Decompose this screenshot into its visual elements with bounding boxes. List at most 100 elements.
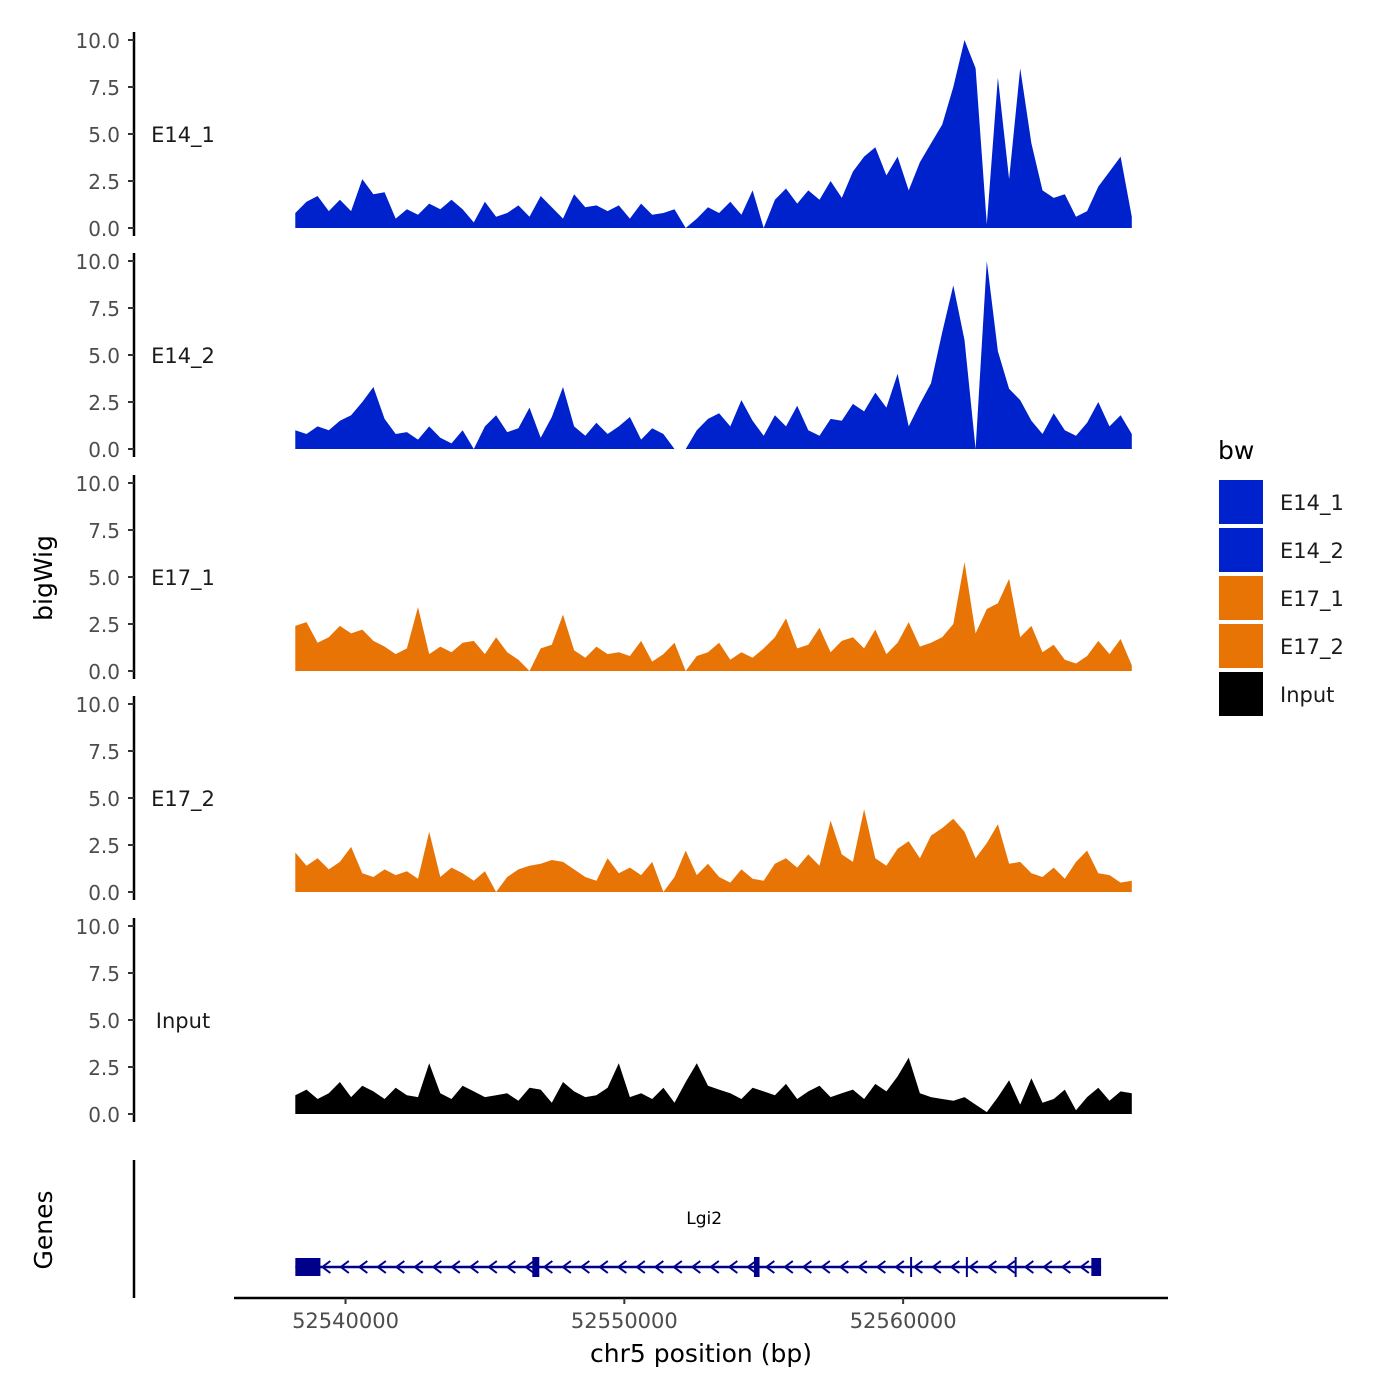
- y-tick-label: 2.5: [88, 391, 120, 415]
- track-e14-1: 0.0 2.5 5.0 7.5 10.0 E14_1: [75, 29, 1132, 241]
- gene-label: Lgi2: [686, 1209, 722, 1229]
- y-tick-label: 0.0: [88, 660, 120, 684]
- y-tick-label: 0.0: [88, 438, 120, 462]
- strand-arrow: [709, 1260, 720, 1274]
- strand-arrow: [1023, 1260, 1034, 1274]
- legend-label: E17_1: [1280, 587, 1344, 612]
- gene-track: Lgi2: [132, 1160, 1102, 1298]
- strand-arrow: [672, 1260, 683, 1274]
- strand-arrow: [487, 1260, 498, 1274]
- strand-arrow: [320, 1260, 331, 1274]
- legend-label: E14_2: [1280, 539, 1344, 564]
- strand-arrow: [894, 1260, 905, 1274]
- track-input: 0.0 2.5 5.0 7.5 10.0 Input: [75, 915, 1132, 1127]
- y-tick-label: 7.5: [88, 76, 120, 100]
- strand-arrow: [394, 1260, 405, 1274]
- legend-label: Input: [1280, 683, 1334, 707]
- exon: [910, 1257, 913, 1277]
- strand-arrow: [450, 1260, 461, 1274]
- exon: [532, 1257, 540, 1277]
- strand-arrow: [542, 1260, 553, 1274]
- y-tick-label: 7.5: [88, 297, 120, 321]
- y-tick-label: 0.0: [88, 1103, 120, 1127]
- y-tick-label: 5.0: [88, 787, 120, 811]
- legend-swatch: [1217, 574, 1265, 622]
- strand-arrow: [579, 1260, 590, 1274]
- strand-arrow: [801, 1260, 812, 1274]
- y-tick-label: 5.0: [88, 123, 120, 147]
- y-tick-label: 10.0: [75, 472, 120, 496]
- y-tick-label: 10.0: [75, 29, 120, 53]
- strand-arrow: [616, 1260, 627, 1274]
- strand-arrow: [505, 1260, 516, 1274]
- signal-area: [295, 40, 1132, 228]
- strand-arrow: [857, 1260, 868, 1274]
- y-tick-label: 5.0: [88, 344, 120, 368]
- y-tick-label: 10.0: [75, 250, 120, 274]
- legend-swatch: [1217, 526, 1265, 574]
- strand-arrow: [524, 1260, 535, 1274]
- y-tick-label: 10.0: [75, 693, 120, 717]
- track-label: Input: [156, 1009, 210, 1033]
- legend-swatch: [1217, 622, 1265, 670]
- y-tick-label: 5.0: [88, 566, 120, 590]
- exon: [753, 1257, 760, 1277]
- y-tick-label: 2.5: [88, 834, 120, 858]
- exon: [965, 1257, 968, 1277]
- strand-arrow: [1079, 1260, 1090, 1274]
- track-label: E17_1: [151, 566, 215, 591]
- strand-arrow: [431, 1260, 442, 1274]
- strand-arrow: [986, 1260, 997, 1274]
- y-tick-label: 10.0: [75, 915, 120, 939]
- track-label: E14_2: [151, 344, 215, 369]
- legend-swatch: [1217, 478, 1265, 526]
- strand-arrows: [320, 1260, 1090, 1274]
- strand-arrow: [968, 1260, 979, 1274]
- y-tick-label: 7.5: [88, 519, 120, 543]
- x-axis: 52540000 52550000 52560000: [234, 1296, 1168, 1333]
- y-tick-label: 2.5: [88, 170, 120, 194]
- legend-title: bw: [1218, 436, 1254, 465]
- y-tick-label: 7.5: [88, 740, 120, 764]
- y-tick-label: 0.0: [88, 217, 120, 241]
- exon: [295, 1258, 321, 1276]
- strand-arrow: [931, 1260, 942, 1274]
- strand-arrow: [653, 1260, 664, 1274]
- strand-arrow: [635, 1260, 646, 1274]
- y-axis-title-bigwig: bigWig: [29, 535, 58, 621]
- bigwig-tracks: 0.0 2.5 5.0 7.5 10.0 E14_1 0.0 2.5 5.0 7.5 10.0 E14…: [75, 29, 1132, 1127]
- strand-arrow: [561, 1260, 572, 1274]
- legend-swatch: [1217, 670, 1265, 718]
- x-tick-label: 52560000: [850, 1309, 957, 1333]
- legend: bw E14_1 E14_2 E17_1 E17_2 Input: [1217, 436, 1344, 718]
- track-label: E17_2: [151, 787, 215, 812]
- strand-arrow: [1060, 1260, 1071, 1274]
- y-tick-label: 7.5: [88, 962, 120, 986]
- strand-arrow: [468, 1260, 479, 1274]
- strand-arrow: [598, 1260, 609, 1274]
- strand-arrow: [376, 1260, 387, 1274]
- strand-arrow: [820, 1260, 831, 1274]
- strand-arrow: [912, 1260, 923, 1274]
- track-e14-2: 0.0 2.5 5.0 7.5 10.0 E14_2: [75, 250, 1132, 462]
- signal-area: [295, 1057, 1132, 1114]
- x-tick-label: 52550000: [571, 1309, 678, 1333]
- strand-arrow: [690, 1260, 701, 1274]
- strand-arrow: [746, 1260, 757, 1274]
- track-e17-1: 0.0 2.5 5.0 7.5 10.0 E17_1: [75, 472, 1132, 684]
- strand-arrow: [1042, 1260, 1053, 1274]
- strand-arrow: [838, 1260, 849, 1274]
- x-tick-label: 52540000: [292, 1309, 399, 1333]
- legend-label: E17_2: [1280, 635, 1344, 660]
- signal-area: [295, 261, 1132, 449]
- y-tick-label: 2.5: [88, 1056, 120, 1080]
- track-label: E14_1: [151, 123, 215, 148]
- strand-arrow: [339, 1260, 350, 1274]
- y-tick-label: 2.5: [88, 613, 120, 637]
- strand-arrow: [1005, 1260, 1016, 1274]
- strand-arrow: [413, 1260, 424, 1274]
- strand-arrow: [783, 1260, 794, 1274]
- y-axis-title-genes: Genes: [29, 1190, 58, 1269]
- y-tick-label: 5.0: [88, 1009, 120, 1033]
